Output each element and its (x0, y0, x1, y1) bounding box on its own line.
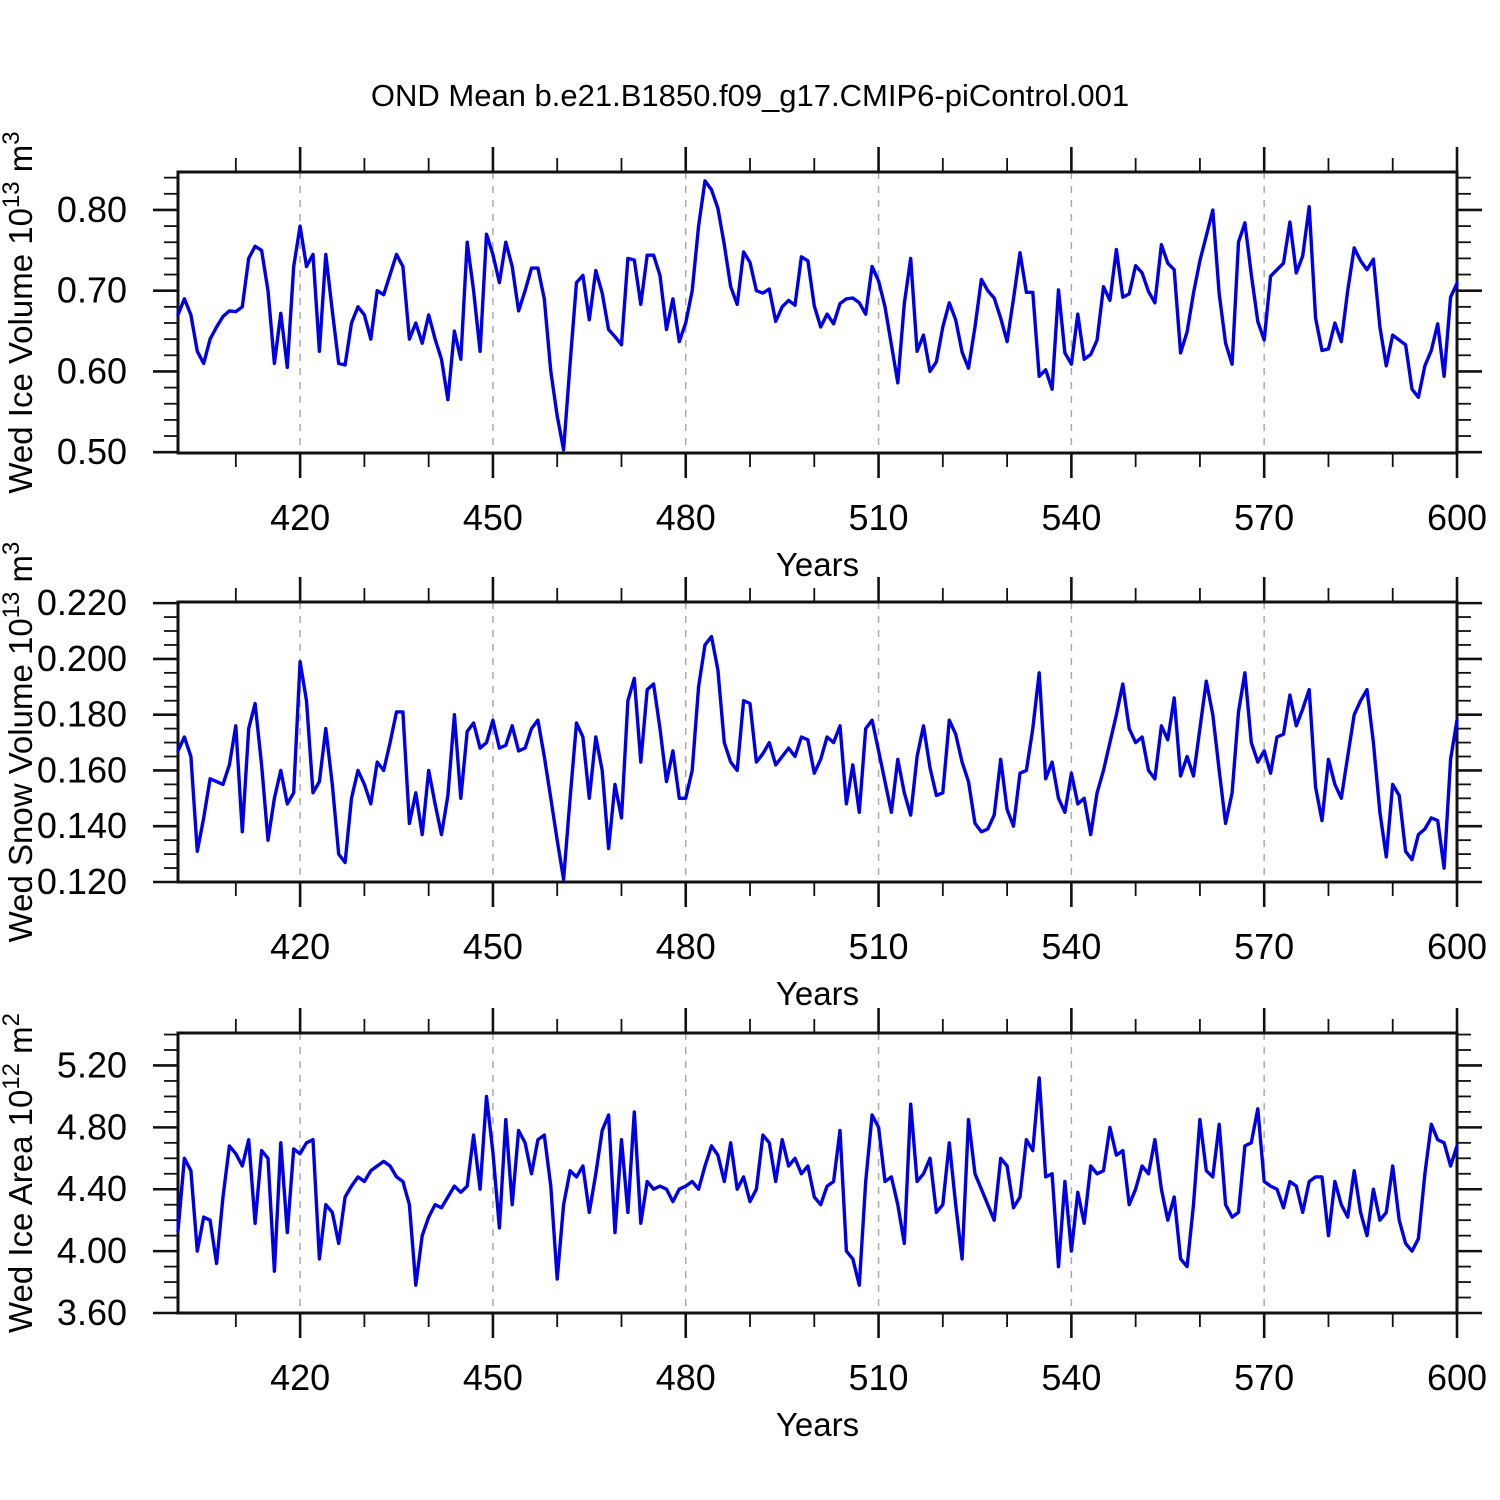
data-line (176, 634, 1459, 881)
x-tick-label: 480 (656, 1357, 716, 1398)
plot-frame (176, 600, 1459, 884)
x-tick-label: 570 (1234, 497, 1294, 538)
y-axis-title: Wed Snow Volume 1013 m3 (0, 542, 39, 943)
x-tick-label: 420 (270, 497, 330, 538)
x-axis-title: Years (776, 975, 859, 1012)
x-tick-label: 420 (270, 1357, 330, 1398)
x-tick-label: 570 (1234, 1357, 1294, 1398)
x-tick-label: 510 (849, 1357, 909, 1398)
data-line (176, 1076, 1459, 1287)
y-tick-label: 4.80 (57, 1106, 127, 1147)
x-tick-label: 600 (1427, 926, 1487, 967)
y-tick-label: 0.140 (37, 805, 127, 846)
x-tick-label: 450 (463, 497, 523, 538)
x-tick-label: 540 (1041, 926, 1101, 967)
y-tick-label: 0.80 (57, 189, 127, 230)
x-axis-title: Years (776, 1406, 859, 1443)
figure-title: OND Mean b.e21.B1850.f09_g17.CMIP6-piCon… (370, 78, 1130, 113)
x-tick-label: 510 (849, 926, 909, 967)
y-tick-label: 0.180 (37, 694, 127, 735)
y-axis-title: Wed Ice Area 1012 m2 (0, 1013, 39, 1333)
y-tick-label: 0.50 (57, 431, 127, 472)
x-tick-label: 450 (463, 926, 523, 967)
chart-panel-3: 420 450 480 510 540 570 600 Years 3.60 4.00 4.40 4.… (0, 1008, 1487, 1443)
y-tick-label: 0.60 (57, 350, 127, 391)
y-tick-label: 3.60 (57, 1292, 127, 1333)
y-tick-label: 0.160 (37, 749, 127, 790)
x-tick-label: 420 (270, 926, 330, 967)
x-tick-label: 600 (1427, 1357, 1487, 1398)
x-tick-label: 540 (1041, 497, 1101, 538)
data-line (176, 179, 1459, 452)
y-tick-label: 4.40 (57, 1168, 127, 1209)
y-axis-title: Wed Ice Volume 1013 m3 (0, 131, 39, 493)
y-tick-label: 5.20 (57, 1044, 127, 1085)
plot-frame (176, 1031, 1459, 1315)
y-tick-label: 0.120 (37, 861, 127, 902)
chart-panel-2: 420 450 480 510 540 570 600 Years 0.120 0.140 0.16… (0, 542, 1487, 1012)
y-tick-label: 0.220 (37, 582, 127, 623)
x-tick-label: 510 (849, 497, 909, 538)
y-tick-label: 0.200 (37, 638, 127, 679)
x-tick-label: 570 (1234, 926, 1294, 967)
y-tick-label: 0.70 (57, 270, 127, 311)
chart-panel-1: 420 450 480 510 540 570 600 Years 0.50 0.60 0.70 0.… (0, 131, 1487, 583)
x-tick-label: 480 (656, 926, 716, 967)
x-axis-title: Years (776, 546, 859, 583)
y-tick-label: 4.00 (57, 1230, 127, 1271)
x-tick-label: 540 (1041, 1357, 1101, 1398)
x-tick-label: 600 (1427, 497, 1487, 538)
x-tick-label: 480 (656, 497, 716, 538)
x-tick-label: 450 (463, 1357, 523, 1398)
